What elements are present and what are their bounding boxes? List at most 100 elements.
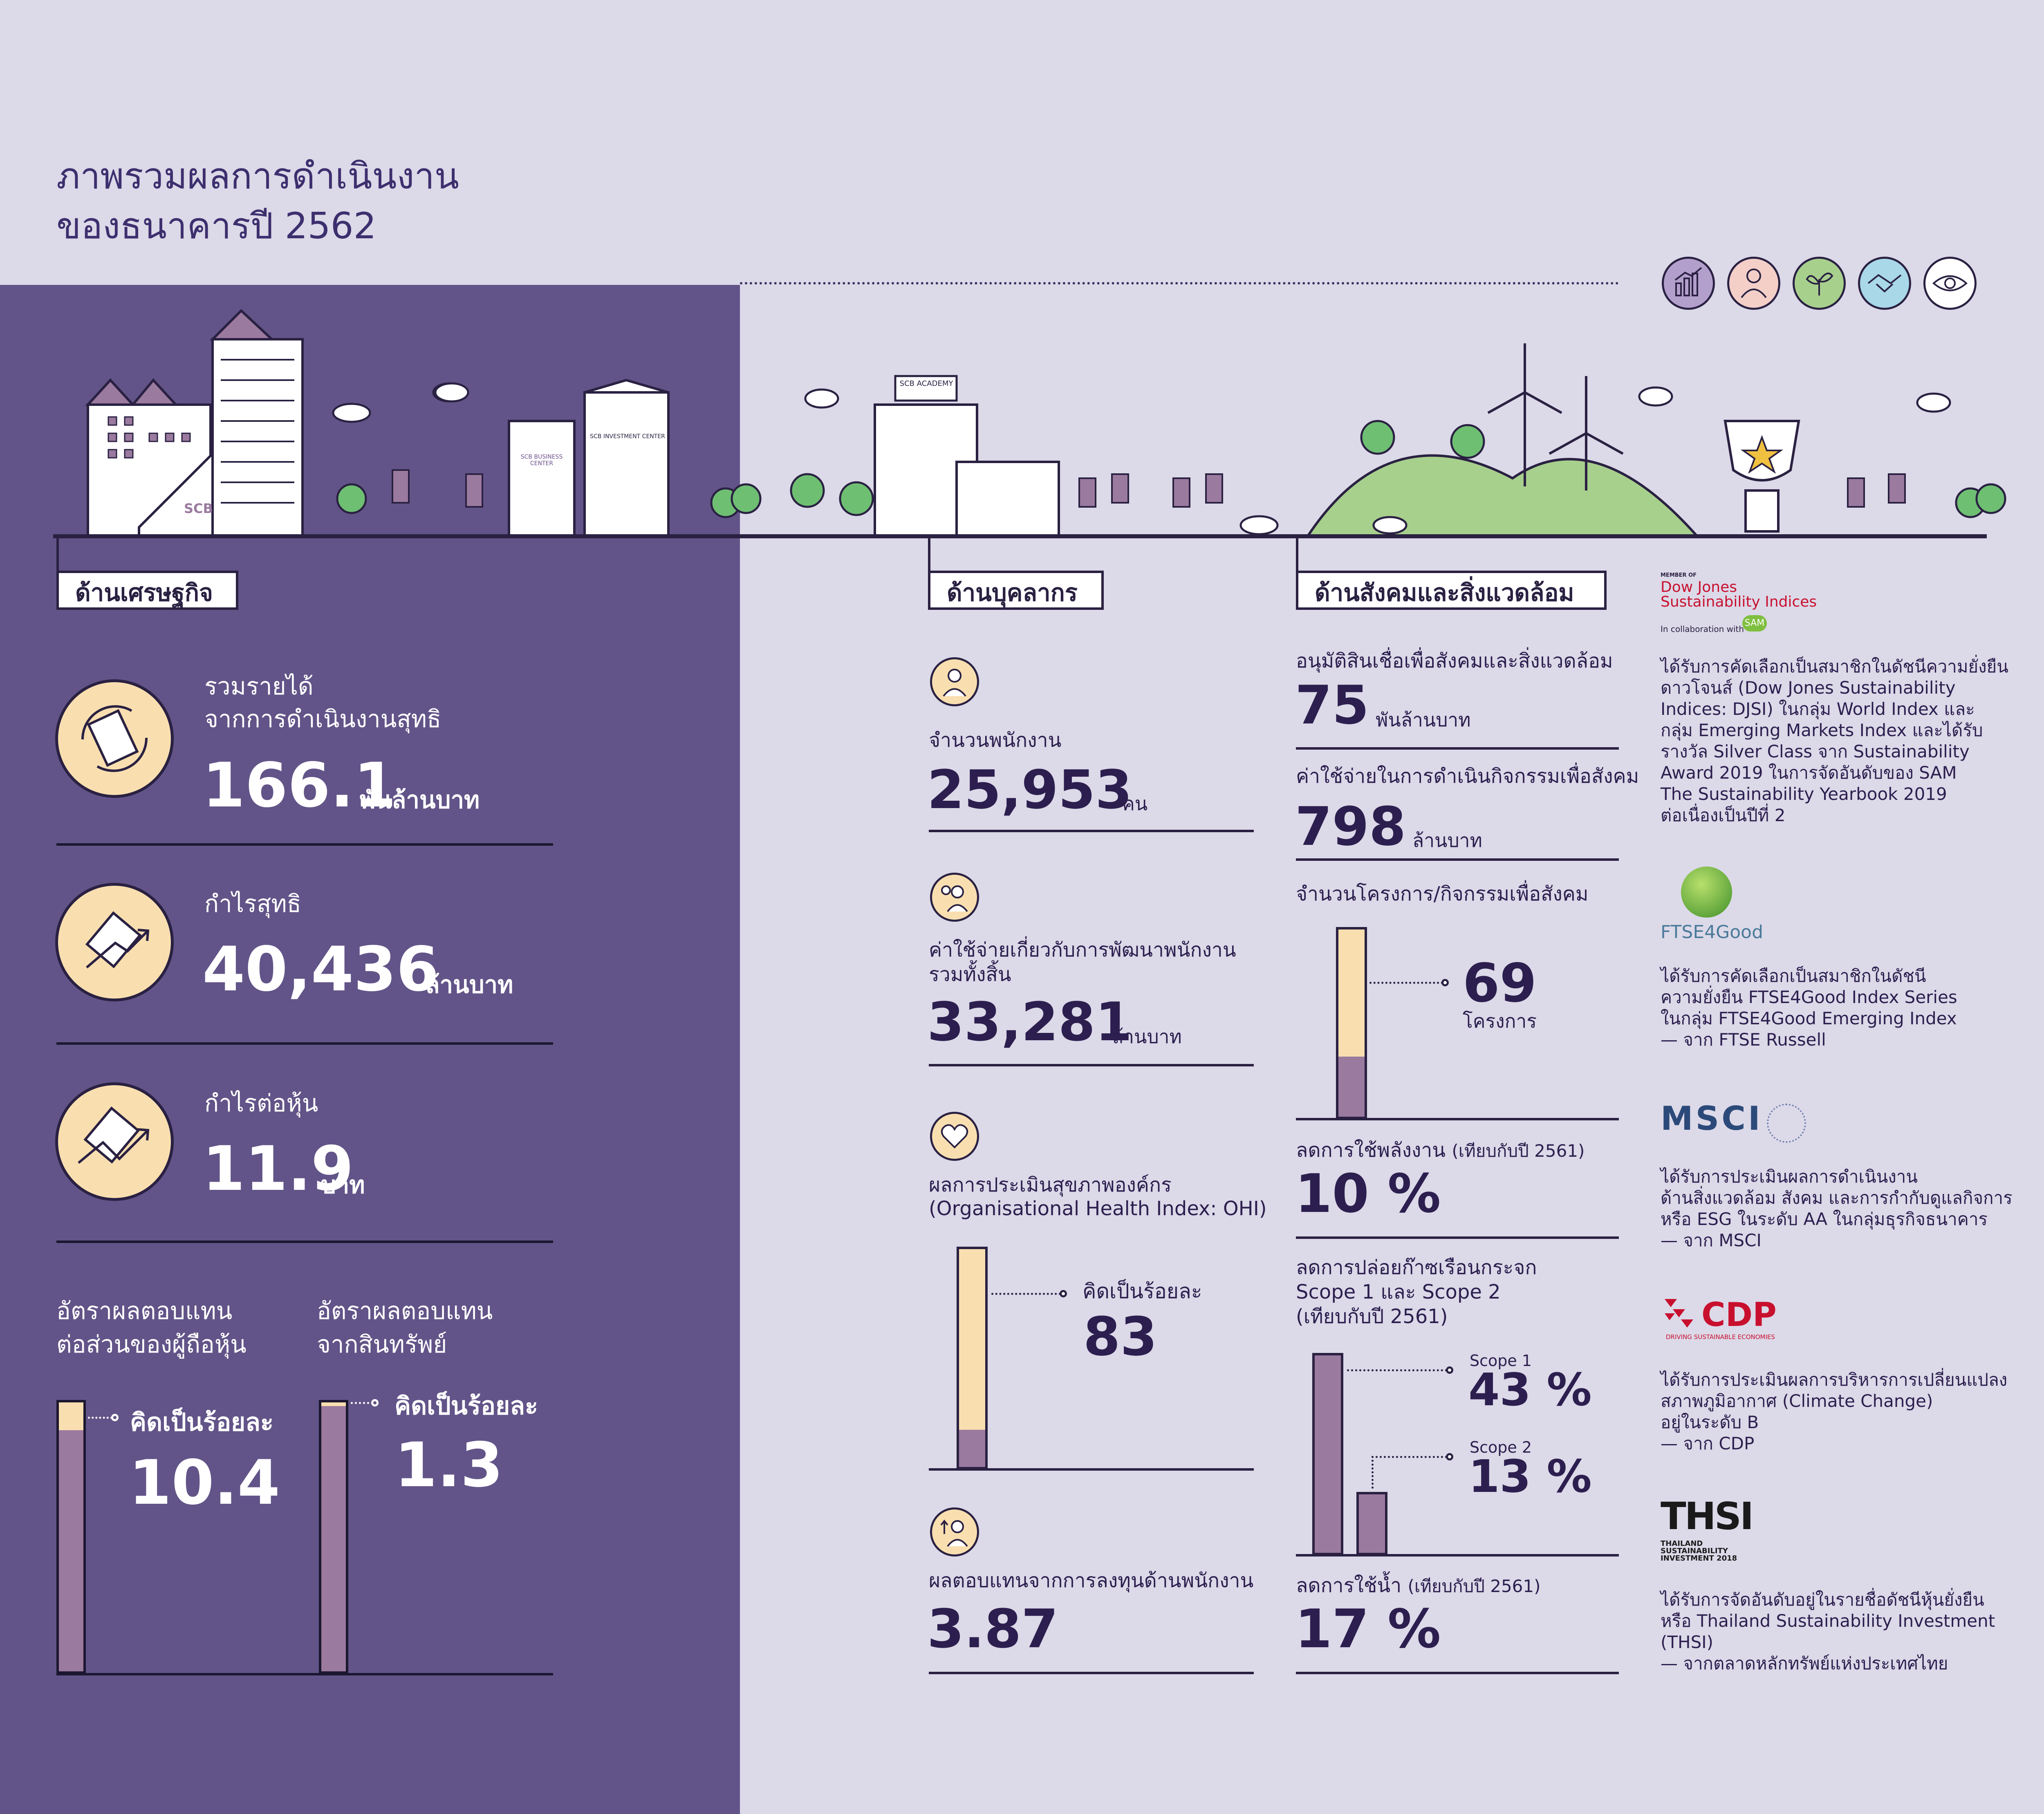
social-divider-1 [1296,747,1619,750]
ghg-label-1: ลดการปล่อยก๊าซเรือนกระจก [1296,1256,1537,1279]
social-divider-4 [1296,1236,1619,1239]
eye-icon [1923,257,1977,310]
projects-leader [1369,982,1443,984]
scope2-value: 13 % [1468,1450,1592,1503]
water-value: 17 % [1295,1598,1441,1660]
cdp-description-line: อยู่ในระดับ B [1661,1412,1759,1432]
roe-label-1: อัตราผลตอบแทน [56,1297,233,1325]
djsi-description-line: ดาวโจนส์ (Dow Jones Sustainability [1661,678,1956,698]
roa-leader [351,1402,373,1404]
thsi-description-line: — จากตลาดหลักทรัพย์แห่งประเทศไทย [1661,1653,1948,1673]
social-heading: ด้านสังคมและสิ่งแวดล้อม [1296,571,1607,610]
revenue-label-2: จากการดำเนินงานสุทธิ [204,705,442,733]
social-divider-5 [1296,1554,1619,1556]
employees-value: 25,953 [927,759,1132,821]
heart-icon [930,1112,979,1161]
energy-label-sub: (เทียบกับปี 2561) [1452,1141,1585,1161]
economic-header-connector [56,538,59,571]
csr-cost-label: ค่าใช้จ่ายในการดำเนินกิจกรรมเพื่อสังคม [1296,765,1639,788]
net-profit-value: 40,436 [202,934,439,1005]
cdp-logo-sub: DRIVING SUSTAINABLE ECONOMIES [1666,1333,1775,1341]
ohi-bar [957,1247,988,1469]
roa-leader-dot [371,1399,379,1406]
economic-panel-background [0,285,740,1814]
djsi-logo-member: MEMBER OF [1661,572,1697,578]
djsi-description-line: รางวัล Silver Class จาก Sustainability [1661,741,1970,761]
loans-unit: พันล้านบาท [1376,709,1471,731]
business-center-label: SCB BUSINESS CENTER [520,454,563,467]
scb-logo-label: SCB [184,501,213,516]
training-icon [930,873,979,922]
msci-description-line: หรือ ESG ในระดับ AA ในกลุ่มธุรกิจธนาคาร [1661,1209,1988,1229]
projects-label: จำนวนโครงการ/กิจกรรมเพื่อสังคม [1296,882,1589,905]
social-header-connector [1296,538,1298,571]
ohi-bar-fill [959,1430,985,1467]
eps-value: 11.9 [202,1133,354,1205]
plant-icon [1793,257,1846,310]
thsi-logo: THSI [1661,1494,1754,1538]
academy-label: SCB ACADEMY [899,379,953,388]
ghg-scope1-bar [1312,1353,1343,1555]
roa-label-2: จากสินทรัพย์ [317,1330,447,1358]
revenue-icon [55,679,174,798]
page-title-line-2: ของธนาคารปี 2562 [56,205,377,247]
city-illustration [85,309,2006,537]
revenue-label-1: รวมรายได้ [204,672,314,700]
people-divider-3 [929,1468,1254,1471]
social-divider-3 [1296,1118,1619,1120]
thsi-description-line: ได้รับการจัดอันดับอยู่ในรายชื่อดัชนีหุ้น… [1661,1590,1984,1610]
net-profit-label: กำไรสุทธิ [204,890,302,918]
economic-divider-4 [56,1673,553,1675]
scope2-leader [1372,1456,1447,1458]
scope1-value: 43 % [1468,1364,1592,1416]
economic-divider-2 [56,1042,553,1045]
djsi-logo-line3: In collaboration with [1661,624,1744,634]
ftse-description-line: ความยั่งยืน FTSE4Good Index Series [1661,987,1957,1007]
ghg-scope2-bar-fill [1359,1494,1385,1553]
projects-leader-dot [1441,979,1449,986]
roa-bar-fill [321,1406,346,1671]
loans-label: อนุมัติสินเชื่อเพื่อสังคมและสิ่งแวดล้อม [1296,649,1613,672]
roi-value: 3.87 [927,1598,1058,1660]
roe-prefix: คิดเป็นร้อยละ [130,1408,274,1437]
investment-center-label: SCB INVESTMENT CENTER [590,433,665,440]
roe-bar [56,1400,86,1674]
cdp-logo: CDP [1701,1296,1777,1334]
scope1-leader [1347,1369,1447,1371]
economic-divider-1 [56,843,553,846]
ghg-scope1-bar-fill [1315,1355,1341,1553]
employees-label: จำนวนพนักงาน [929,729,1062,752]
roe-leader [88,1417,112,1419]
projects-value: 69 [1463,952,1537,1014]
roa-label-1: อัตราผลตอบแทน [317,1297,493,1325]
cdp-description: ได้รับการประเมินผลการบริหารการเปลี่ยนแปล… [1661,1369,2007,1454]
msci-description-line: ด้านสิ่งแวดล้อม สังคม และการกำกับดูแลกิจ… [1661,1188,2013,1208]
djsi-logo-sam: SAM [1742,615,1767,632]
projects-unit: โครงการ [1463,1010,1537,1032]
djsi-description-line: The Sustainability Yearbook 2019 [1661,784,1947,804]
cdp-arrows-icon [1665,1299,1693,1328]
ghg-label-2: Scope 1 และ Scope 2 [1296,1281,1501,1303]
djsi-description: ได้รับการคัดเลือกเป็นสมาชิกในดัชนีความยั… [1661,656,2008,826]
djsi-description-line: Indices: DJSI) ในกลุ่ม World Index และ [1661,699,1975,719]
eps-label: กำไรต่อหุ้น [204,1089,318,1117]
thsi-logo-sub3: INVESTMENT 2018 [1661,1554,1737,1563]
scope1-label: Scope 1 [1470,1352,1532,1370]
scope1-leader-dot [1446,1366,1453,1374]
water-label-sub: (เทียบกับปี 2561) [1407,1576,1541,1596]
energy-value: 10 % [1295,1162,1441,1225]
thsi-description: ได้รับการจัดอันดับอยู่ในรายชื่อดัชนีหุ้น… [1661,1589,1995,1674]
msci-description-line: — จาก MSCI [1661,1230,1762,1250]
msci-description-line: ได้รับการประเมินผลการดำเนินงาน [1661,1167,1918,1187]
ftse-logo: FTSE4Good [1661,922,1764,943]
thsi-logo-text: THSI [1661,1494,1754,1538]
ghg-label-3: (เทียบกับปี 2561) [1296,1305,1448,1328]
social-divider-2 [1296,858,1619,861]
djsi-description-line: กลุ่ม Emerging Markets Index และได้รับ [1661,720,1983,740]
ground-line [53,534,1987,538]
people-header-connector [928,538,930,571]
cdp-description-line: สภาพภูมิอากาศ (Climate Change) [1661,1391,1933,1411]
djsi-description-line: ได้รับการคัดเลือกเป็นสมาชิกในดัชนีความยั… [1661,656,2008,676]
ftse-description: ได้รับการคัดเลือกเป็นสมาชิกในดัชนี ความยั… [1661,965,1957,1050]
energy-label: ลดการใช้พลังงาน (เทียบกับปี 2561) [1296,1138,1585,1163]
